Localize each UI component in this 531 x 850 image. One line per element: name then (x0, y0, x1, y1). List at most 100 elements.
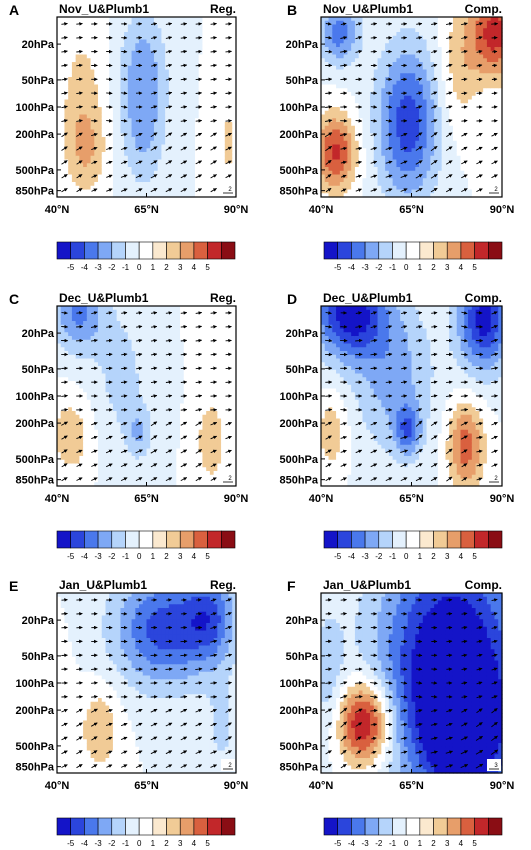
heatmap-cell (165, 84, 170, 89)
heatmap-cell (475, 178, 480, 183)
heatmap-cell (202, 167, 207, 172)
heatmap-cell (109, 65, 114, 71)
heatmap-cell (483, 155, 488, 161)
heatmap-cell (124, 110, 129, 116)
heatmap-cell (71, 140, 77, 146)
heatmap-cell (494, 110, 499, 116)
heatmap-cell (86, 47, 92, 52)
heatmap-cell (120, 122, 125, 127)
flux-vector (415, 146, 423, 151)
heatmap-cell (381, 193, 386, 198)
heatmap-cell (354, 144, 360, 149)
heatmap-cell (460, 193, 465, 198)
heatmap-cell (385, 148, 390, 153)
heatmap-cell (157, 137, 163, 142)
heatmap-cell (343, 178, 348, 183)
heatmap-cell (202, 110, 207, 116)
heatmap-cell (419, 39, 424, 44)
heatmap-cell (202, 95, 207, 101)
heatmap-cell (430, 189, 435, 194)
heatmap-cell (180, 107, 185, 112)
heatmap-cell (392, 193, 398, 198)
heatmap-cell (468, 24, 473, 29)
flux-vector (120, 160, 128, 165)
heatmap-cell (187, 24, 192, 29)
heatmap-cell (64, 84, 69, 89)
heatmap-cell (494, 58, 499, 63)
heatmap-cell (71, 50, 77, 56)
heatmap-cell (430, 170, 435, 176)
heatmap-cell (422, 148, 428, 153)
heatmap-cell (191, 174, 196, 179)
heatmap-cell (224, 39, 230, 44)
heatmap-cell (407, 122, 413, 127)
heatmap-cell (332, 58, 337, 63)
heatmap-cell (351, 185, 356, 191)
heatmap-cell (75, 28, 80, 33)
heatmap-cell (396, 155, 401, 161)
heatmap-cell (486, 148, 492, 153)
heatmap-cell (198, 137, 204, 142)
heatmap-cell (157, 167, 163, 172)
heatmap-cell (232, 129, 237, 134)
heatmap-cell (479, 155, 484, 161)
heatmap-cell (183, 148, 189, 153)
heatmap-cell (176, 69, 181, 74)
heatmap-cell (426, 58, 431, 63)
heatmap-cell (479, 178, 484, 183)
heatmap-cell (456, 92, 462, 97)
heatmap-cell (183, 28, 189, 33)
heatmap-cell (68, 152, 73, 157)
heatmap-cell (407, 62, 413, 67)
heatmap-cell (57, 182, 62, 187)
heatmap-cell (449, 170, 454, 176)
heatmap-cell (419, 43, 424, 48)
heatmap-cell (60, 80, 66, 86)
heatmap-cell (321, 69, 326, 74)
heatmap-cell (498, 137, 503, 142)
heatmap-cell (486, 114, 492, 119)
heatmap-cell (109, 163, 114, 168)
heatmap-cell (135, 170, 140, 176)
heatmap-cell (366, 39, 371, 44)
heatmap-cell (498, 129, 503, 134)
heatmap-cell (120, 193, 125, 198)
heatmap-cell (168, 155, 174, 161)
heatmap-cell (150, 170, 155, 176)
heatmap-cell (124, 95, 129, 101)
heatmap-cell (400, 20, 405, 26)
heatmap-cell (471, 118, 477, 123)
heatmap-cell (221, 178, 226, 183)
heatmap-cell (232, 95, 237, 101)
heatmap-cell (83, 137, 88, 142)
heatmap-cell (183, 47, 189, 52)
heatmap-cell (232, 110, 237, 116)
heatmap-cell (434, 20, 439, 26)
heatmap-cell (202, 174, 207, 179)
heatmap-cell (191, 92, 196, 97)
heatmap-cell (434, 80, 439, 86)
heatmap-cell (407, 54, 413, 59)
heatmap-cell (209, 80, 215, 86)
heatmap-cell (232, 73, 237, 78)
heatmap-cell (142, 110, 148, 116)
heatmap-cell (135, 92, 140, 97)
heatmap-cell (131, 178, 136, 183)
heatmap-cell (86, 17, 92, 22)
heatmap-cell (112, 88, 118, 93)
heatmap-cell (437, 65, 443, 71)
heatmap-cell (336, 107, 341, 112)
heatmap-cell (347, 32, 352, 37)
heatmap-cell (464, 69, 469, 74)
heatmap-cell (135, 114, 140, 119)
heatmap-cell (94, 69, 99, 74)
flux-vector (121, 105, 128, 109)
heatmap-cell (116, 107, 121, 112)
heatmap-cell (90, 84, 95, 89)
heatmap-cell (456, 152, 462, 157)
heatmap-cell (131, 20, 136, 26)
heatmap-cell (217, 58, 222, 63)
heatmap-cell (354, 17, 360, 22)
heatmap-cell (351, 88, 356, 93)
heatmap-cell (105, 95, 110, 101)
